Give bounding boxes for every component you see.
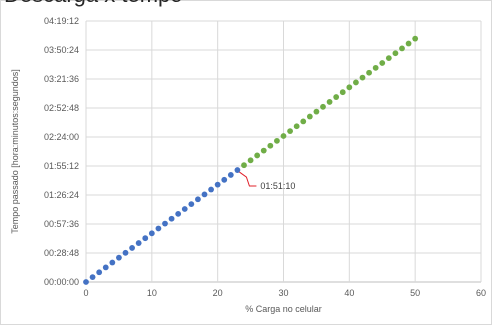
data-point-series-1 [116, 254, 122, 261]
data-point-series-1 [135, 240, 142, 246]
data-point-series-1 [208, 186, 214, 193]
data-point-series-1 [234, 167, 241, 173]
data-point-series-2 [346, 84, 353, 91]
y-axis-title: Tempo passado [hora:minutos:segundos] [10, 69, 20, 234]
data-point-series-2 [412, 35, 419, 42]
annotation: 01:51:10 [239, 171, 295, 191]
data-point-series-1 [227, 172, 234, 178]
x-tick-label: 30 [278, 288, 288, 298]
data-point-series-1 [102, 264, 109, 271]
data-point-series-2 [339, 89, 346, 96]
y-tick-label: 00:57:36 [44, 219, 79, 229]
data-point-series-1 [155, 225, 162, 232]
data-point-series-1 [142, 235, 149, 242]
y-tick-label: 03:50:24 [44, 45, 79, 55]
data-point-series-2 [260, 147, 267, 154]
data-point-series-1 [168, 215, 175, 222]
data-point-series-2 [287, 128, 293, 135]
x-tick-label: 60 [476, 288, 486, 298]
data-point-series-1 [83, 279, 89, 285]
data-point-series-2 [353, 79, 359, 86]
y-tick-label: 04:19:12 [44, 16, 79, 26]
annotation-leader-line [239, 171, 257, 187]
data-point-series-2 [306, 113, 313, 120]
data-point-series-1 [89, 274, 96, 281]
x-tick-label: 0 [83, 288, 88, 298]
data-point-series-1 [96, 269, 103, 276]
y-tick-label: 01:55:12 [44, 161, 79, 171]
data-point-series-2 [405, 40, 412, 47]
data-point-series-2 [385, 55, 392, 62]
x-tick-label: 50 [410, 288, 420, 298]
data-point-series-2 [399, 45, 405, 52]
data-point-series-2 [254, 152, 261, 159]
data-point-series-1 [188, 201, 195, 208]
y-tick-label: 02:52:48 [44, 103, 79, 113]
data-point-series-1 [195, 196, 201, 203]
data-point-series-2 [267, 142, 274, 149]
data-point-series-2 [333, 94, 340, 100]
data-point-series-1 [122, 249, 129, 256]
data-point-series-2 [247, 157, 254, 164]
y-tick-label: 00:00:00 [44, 277, 79, 287]
y-tick-label: 02:24:00 [44, 132, 79, 142]
x-tick-labels: 0 10 20 30 40 50 60 [83, 288, 486, 298]
x-tick-label: 40 [344, 288, 354, 298]
data-point-series-2 [274, 137, 280, 144]
x-axis-title: % Carga no celular [245, 304, 322, 314]
data-point-series-1 [175, 210, 182, 217]
x-tick-label: 10 [147, 288, 157, 298]
data-point-series-2 [313, 108, 320, 115]
data-point-series-2 [320, 103, 326, 110]
data-point-series-1 [214, 181, 221, 188]
y-tick-label: 03:21:36 [44, 74, 79, 84]
data-point-series-2 [326, 99, 333, 105]
data-point-series-2 [372, 64, 379, 71]
data-point-series-1 [148, 230, 155, 237]
page-title: Descarga x tempo [4, 0, 183, 8]
y-tick-labels: 00:00:00 00:28:48 00:57:36 01:26:24 01:55:12… [44, 16, 79, 287]
data-point-series-2 [280, 133, 287, 139]
y-tick-label: 01:26:24 [44, 190, 79, 200]
data-point-series-1 [201, 191, 208, 198]
data-point-series-1 [221, 176, 228, 183]
data-point-series-2 [379, 60, 386, 66]
data-point-series-1 [109, 259, 116, 266]
data-point-series-1 [162, 220, 168, 227]
data-point-series-2 [293, 123, 300, 130]
data-point-series-2 [359, 74, 366, 81]
annotation-label: 01:51:10 [260, 181, 295, 191]
data-point-series-2 [300, 118, 307, 125]
gridlines [85, 20, 482, 283]
data-points [83, 35, 419, 285]
x-tick-label: 20 [213, 288, 223, 298]
data-point-series-2 [241, 162, 247, 169]
y-tick-label: 00:28:48 [44, 248, 79, 258]
data-point-series-2 [392, 50, 399, 57]
data-point-series-1 [181, 206, 188, 212]
data-point-series-2 [366, 69, 372, 76]
data-point-series-1 [129, 245, 135, 251]
